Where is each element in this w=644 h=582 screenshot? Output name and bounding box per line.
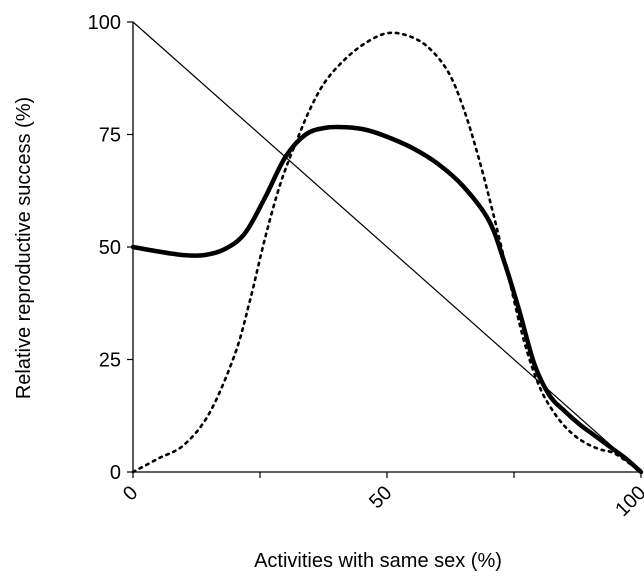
x-tick-label: 50 — [365, 482, 396, 513]
series-line-thin — [132, 21, 642, 473]
y-tick-labels: 0 25 50 75 100 — [88, 12, 121, 484]
y-tick-label: 50 — [99, 237, 121, 259]
x-tick-labels: 0 50 100 — [119, 482, 644, 521]
series-line-thick — [130, 124, 644, 475]
series-layer — [130, 21, 644, 475]
x-ticks — [132, 472, 642, 478]
y-tick-label: 0 — [110, 462, 121, 484]
y-tick-label: 25 — [99, 350, 121, 372]
y-axis-label: Relative reproductive success (%) — [13, 97, 35, 399]
x-tick-label: 100 — [611, 482, 644, 521]
series-line-dotted — [131, 31, 643, 474]
y-tick-label: 75 — [99, 125, 121, 147]
x-tick-label: 0 — [119, 482, 142, 505]
plot-area — [127, 21, 644, 478]
y-tick-label: 100 — [88, 12, 121, 34]
x-axis-label: Activities with same sex (%) — [254, 550, 502, 572]
